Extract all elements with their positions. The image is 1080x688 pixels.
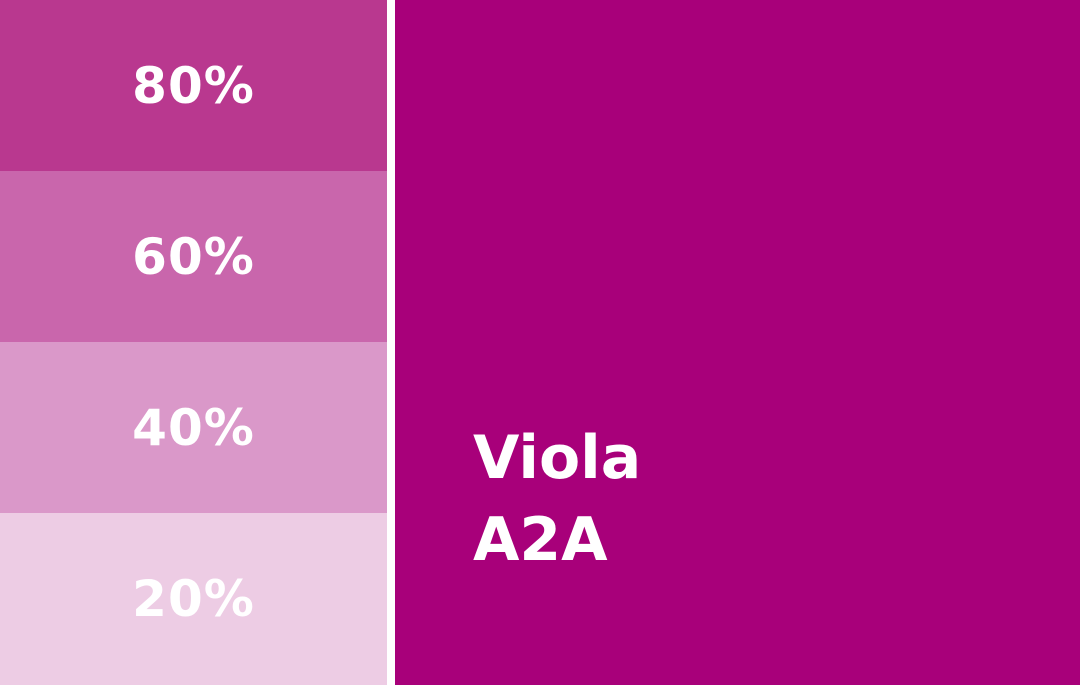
swatch-label: 60% <box>132 227 255 286</box>
color-name: Viola <box>473 423 642 493</box>
swatch-label: 80% <box>132 56 255 115</box>
swatch-label: 20% <box>132 570 255 628</box>
swatch-60: 60% <box>0 171 387 342</box>
swatch-20: 20% <box>0 513 387 685</box>
swatch-80: 80% <box>0 0 387 171</box>
color-code: A2A <box>473 505 608 575</box>
main-swatch: Viola A2A <box>395 0 1080 685</box>
swatch-label: 40% <box>132 398 255 457</box>
swatch-40: 40% <box>0 342 387 513</box>
